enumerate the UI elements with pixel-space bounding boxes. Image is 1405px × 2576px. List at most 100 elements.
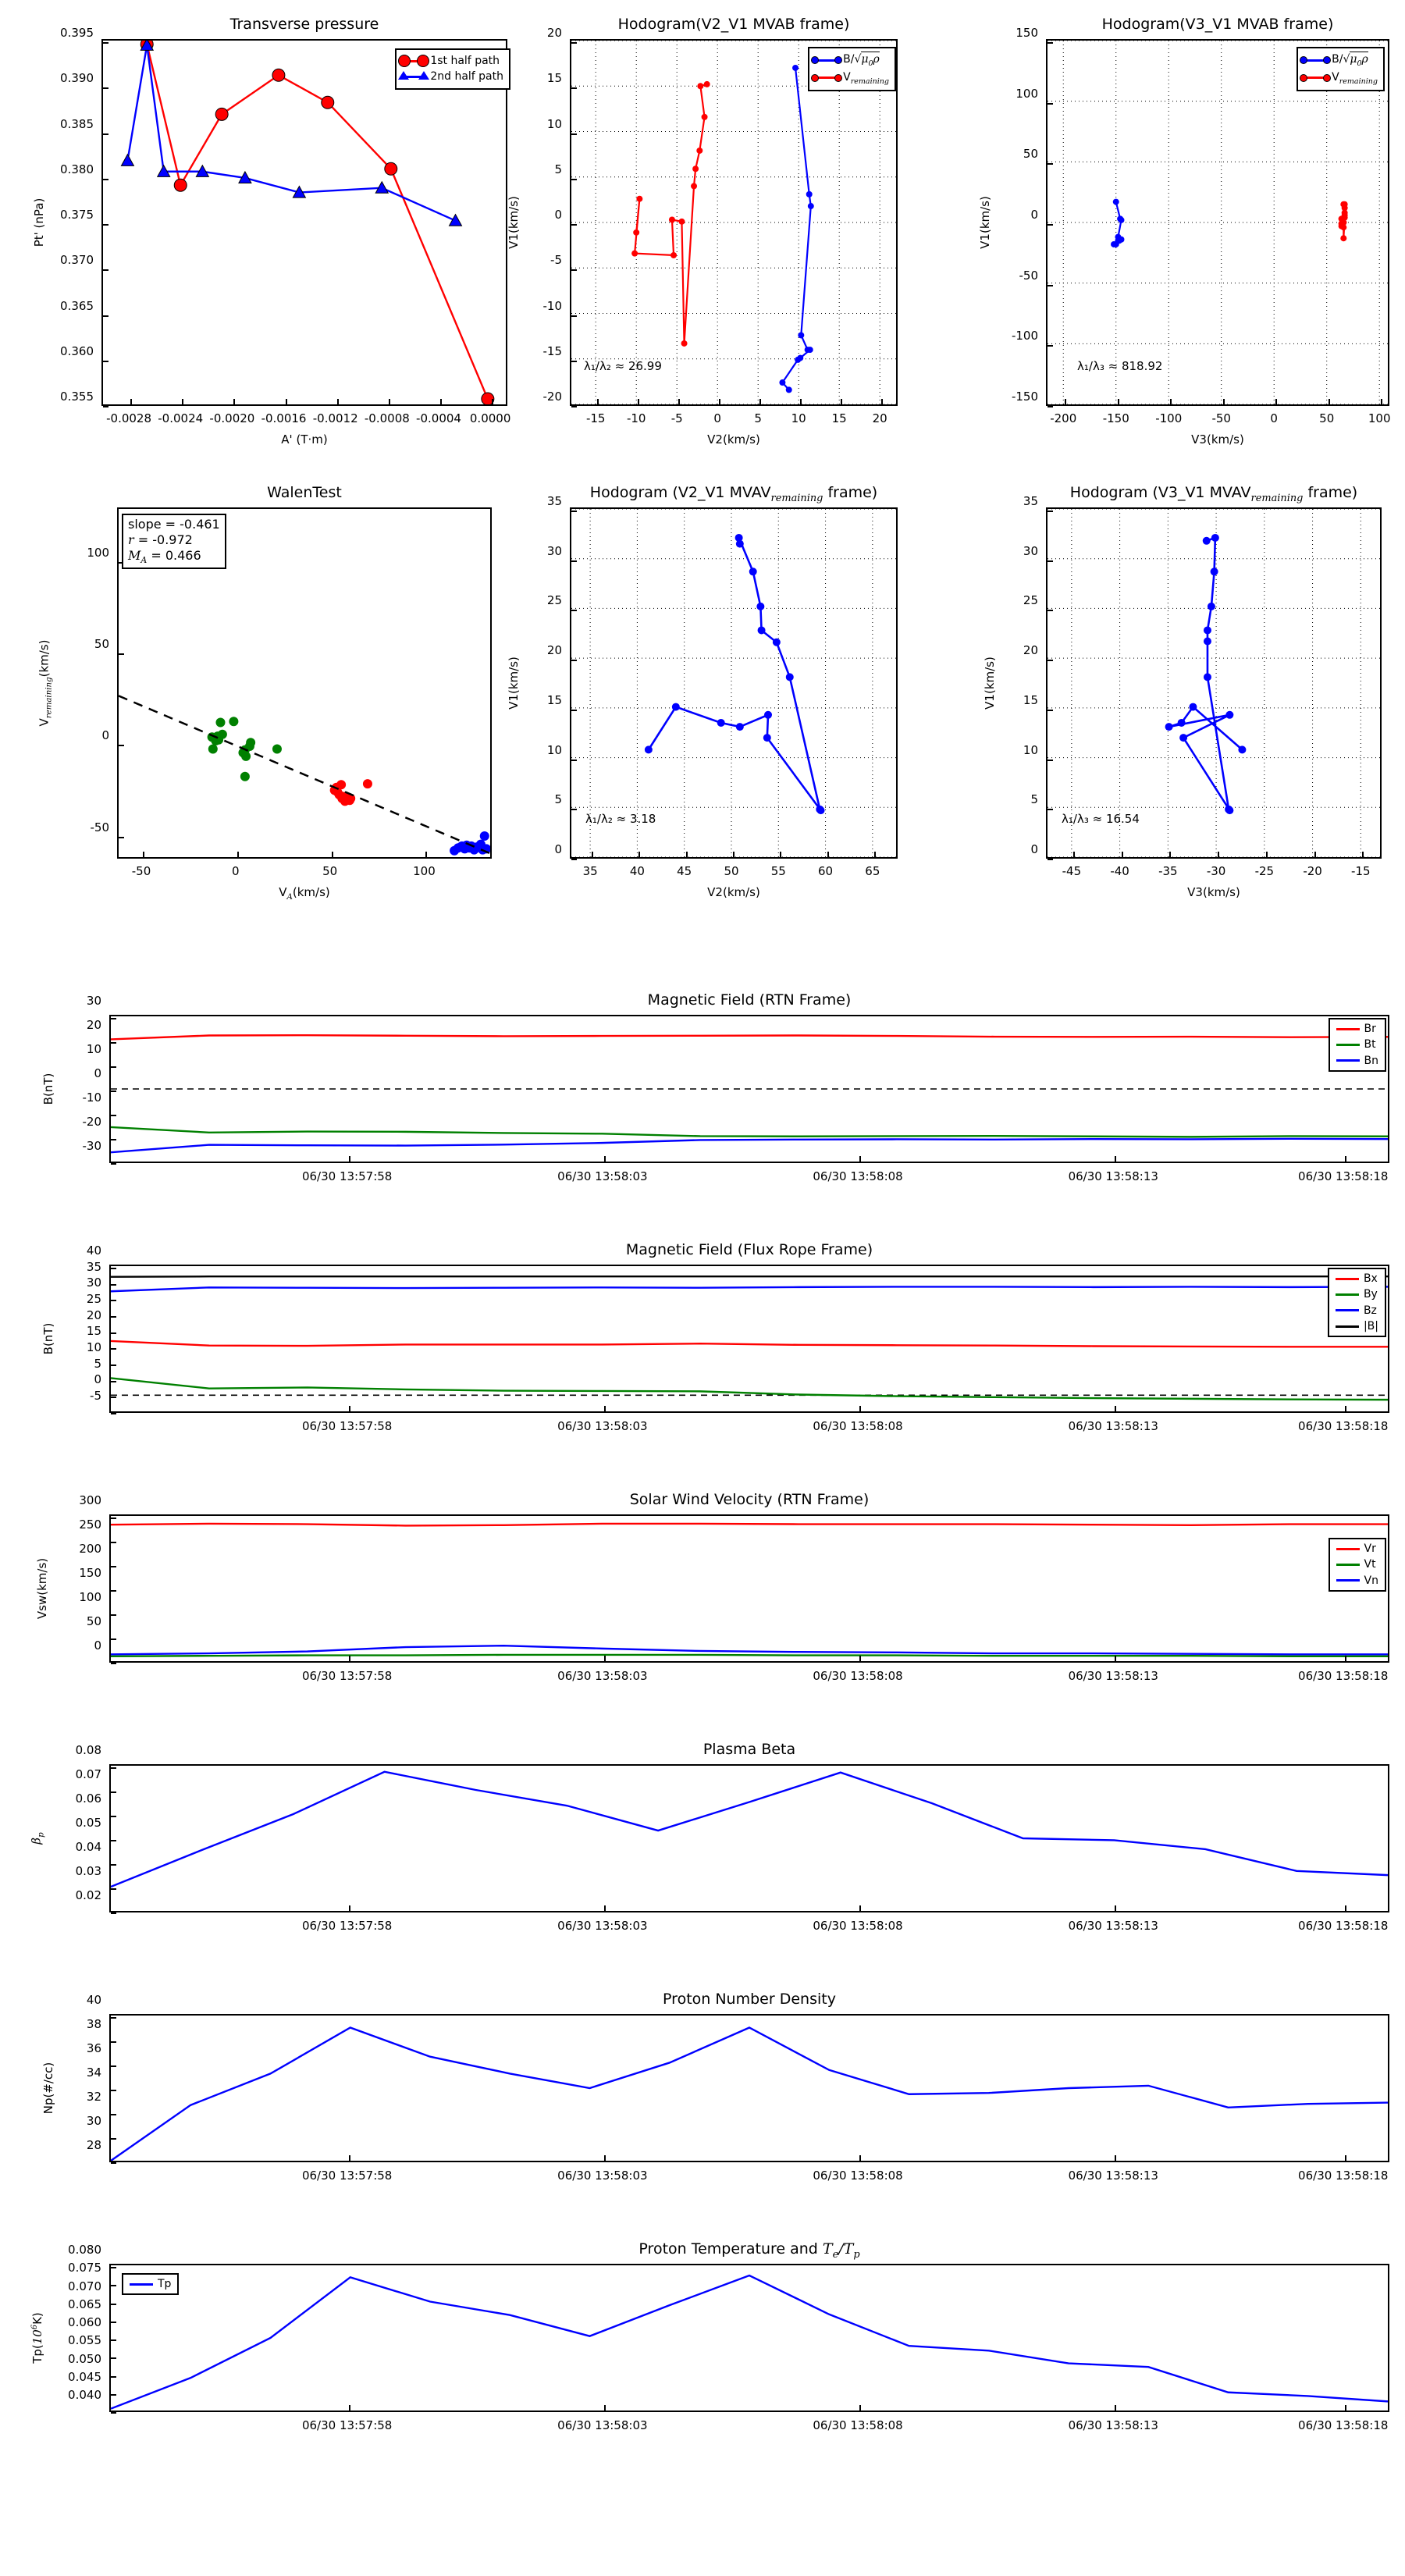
x-tickmark [603, 2405, 606, 2411]
y-tick-label: 38 [86, 2017, 101, 2031]
legend-marker [834, 73, 843, 82]
plot-canvas-proton-number-density [111, 2026, 1388, 2161]
legend-row: B/√μ0ρ [811, 52, 889, 69]
x-tickmark [348, 2155, 350, 2161]
x-tick-label: -100 [1155, 411, 1183, 425]
x-tick-label: -50 [1211, 411, 1231, 425]
y-tick-label: 30 [86, 994, 101, 1008]
x-tickmark [881, 399, 884, 404]
x-tick-label: -200 [1050, 411, 1077, 425]
y-tick-label: 0 [1030, 208, 1038, 222]
y-tickmark [1048, 610, 1053, 612]
y-tickmark [111, 1283, 116, 1286]
x-tick-label: 06/30 13:57:58 [301, 2418, 393, 2432]
y-tick-label: 0.02 [75, 1888, 101, 1902]
chart-title-proton-number-density: Proton Number Density [663, 1991, 836, 2008]
y-tickmark [1048, 560, 1053, 562]
y-tickmark [111, 2114, 116, 2115]
y-tickmark [571, 178, 577, 180]
plot-area-solar-wind-velocity-rtn [109, 1514, 1389, 1664]
y-tick-label: 0.080 [68, 2243, 101, 2257]
x-tickmark [597, 399, 599, 404]
y-tickmark [103, 360, 108, 362]
legend-marker [398, 55, 411, 68]
y-tick-label: 0.060 [68, 2315, 101, 2329]
x-axis-label-walen-test: VA(km/s) [279, 885, 330, 902]
y-tickmark [111, 1332, 116, 1334]
y-tick-label: 15 [546, 71, 562, 86]
y-tickmark [571, 660, 577, 662]
x-tickmark [603, 1905, 606, 1911]
y-tickmark [111, 2041, 116, 2043]
y-tickmark [111, 1840, 116, 1841]
y-tick-label: 28 [86, 2138, 101, 2152]
x-tick-label: 06/30 13:58:03 [557, 1169, 648, 1183]
x-tick-label: -40 [1110, 864, 1129, 878]
x-tick-label: 50 [322, 864, 338, 878]
y-tick-label: 15 [546, 692, 562, 707]
x-tickmark [719, 399, 721, 404]
legend-swatch [398, 55, 430, 68]
legend-marker [1300, 73, 1308, 82]
y-tick-label: 5 [94, 1356, 101, 1371]
y-tick-label: 20 [546, 643, 562, 658]
x-tickmark [1344, 1905, 1346, 1911]
legend-marker [811, 73, 820, 82]
x-tickmark [1115, 1656, 1117, 1661]
legend-swatch [1335, 1293, 1359, 1296]
y-tick-label: 0 [1030, 842, 1038, 856]
x-tick-label: 06/30 13:58:08 [813, 1169, 903, 1183]
x-tickmark [1115, 1156, 1117, 1162]
y-tick-label: 300 [79, 1493, 101, 1507]
chart-title-hodogram-v2v1-mvab: Hodogram(V2_V1 MVAB frame) [617, 16, 850, 33]
x-tick-label: 10 [791, 411, 806, 425]
x-tick-label: -5 [670, 411, 683, 425]
chart-title-plasma-beta: Plasma Beta [702, 1741, 796, 1758]
slope-value: slope = -0.461 [128, 517, 220, 532]
y-tick-label: 0.375 [60, 208, 94, 222]
legend-label: Vremaining [1332, 70, 1378, 86]
x-tickmark [1344, 2155, 1346, 2161]
y-tickmark [111, 2065, 116, 2067]
legend-label: Bx [1363, 1272, 1378, 1285]
x-tickmark [492, 399, 494, 404]
y-axis-label-solar-wind-velocity-rtn: Vsw(km/s) [35, 1557, 49, 1620]
plot-area-hodogram-v2v1-mvavr [570, 507, 898, 860]
x-tickmark [237, 852, 239, 857]
x-tickmark [1328, 399, 1330, 404]
y-tick-label: 0.03 [75, 1864, 101, 1878]
y-tickmark [111, 1300, 116, 1302]
y-tickmark [111, 1864, 116, 1866]
legend-swatch [1335, 1309, 1359, 1312]
y-tickmark [111, 2090, 116, 2091]
legend-row: Bt [1336, 1037, 1378, 1052]
y-tick-label: 35 [546, 494, 562, 508]
y-tick-label: 30 [86, 2114, 101, 2128]
y-tick-label: 100 [1016, 86, 1038, 101]
legend-swatch [1336, 1027, 1360, 1030]
x-tick-label: -0.0020 [209, 411, 255, 425]
x-tick-label: -15 [1351, 864, 1371, 878]
y-tick-label: -100 [1011, 329, 1038, 343]
y-tickmark [1048, 809, 1053, 811]
y-tick-label: 200 [79, 1542, 101, 1556]
x-tick-label: 0.0000 [469, 411, 511, 425]
legend-label: Vr [1364, 1542, 1376, 1555]
y-tick-label: 10 [86, 1042, 101, 1056]
y-tickmark [1048, 284, 1053, 286]
legend-row: Br [1336, 1021, 1378, 1037]
x-tickmark [685, 852, 688, 857]
y-tickmark [111, 2138, 116, 2140]
legend-row: |B| [1335, 1318, 1378, 1334]
y-tick-label: 50 [94, 637, 109, 652]
y-tickmark [111, 1316, 116, 1318]
y-tick-label: 35 [1023, 494, 1038, 508]
legend-swatch [1335, 1325, 1359, 1328]
legend-label: |B| [1363, 1319, 1378, 1332]
legend-marker [1323, 56, 1332, 65]
y-tickmark [111, 1115, 116, 1116]
y-tick-label: 10 [1023, 742, 1038, 757]
y-tick-label: 5 [1030, 792, 1038, 807]
legend-marker [834, 56, 843, 65]
x-tick-label: 06/30 13:58:03 [557, 2169, 648, 2183]
